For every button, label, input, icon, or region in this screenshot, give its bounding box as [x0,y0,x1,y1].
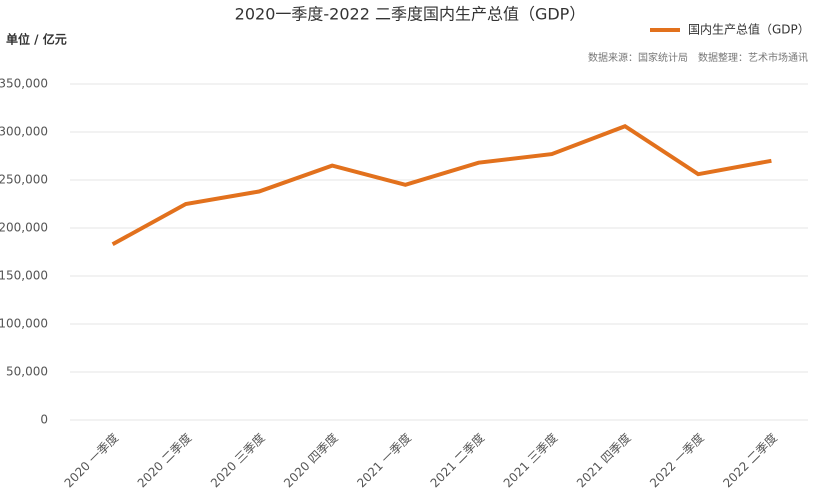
x-tick-label: 2022 一季度 [646,430,706,490]
x-tick-label: 2020 四季度 [280,430,340,490]
legend-label: 国内生产总值（GDP） [688,22,810,37]
x-tick-label: 2020 二季度 [134,430,194,490]
y-tick-label: 150,000 [0,269,48,283]
x-tick-label: 2021 四季度 [573,430,633,490]
y-tick-label: 250,000 [0,173,48,187]
y-tick-label: 100,000 [0,317,48,331]
x-tick-label: 2020 一季度 [61,430,121,490]
y-tick-label: 50,000 [6,365,48,379]
x-tick-label: 2022 二季度 [720,430,780,490]
x-tick-label: 2021 一季度 [354,430,414,490]
y-tick-label: 200,000 [0,221,48,235]
y-tick-label: 300,000 [0,125,48,139]
y-tick-label: 350,000 [0,77,48,91]
x-tick-label: 2021 二季度 [427,430,487,490]
source-note: 数据来源：国家统计局 [588,51,688,64]
y-axis-label: 单位 / 亿元 [6,32,67,47]
chart-title: 2020一季度-2022 二季度国内生产总值（GDP） [235,5,586,24]
y-tick-label: 0 [40,413,48,427]
source-note: 数据整理：艺术市场通讯 [698,51,808,64]
x-tick-label: 2020 三季度 [207,430,267,490]
data-line [111,123,772,247]
x-tick-label: 2021 三季度 [500,430,560,490]
